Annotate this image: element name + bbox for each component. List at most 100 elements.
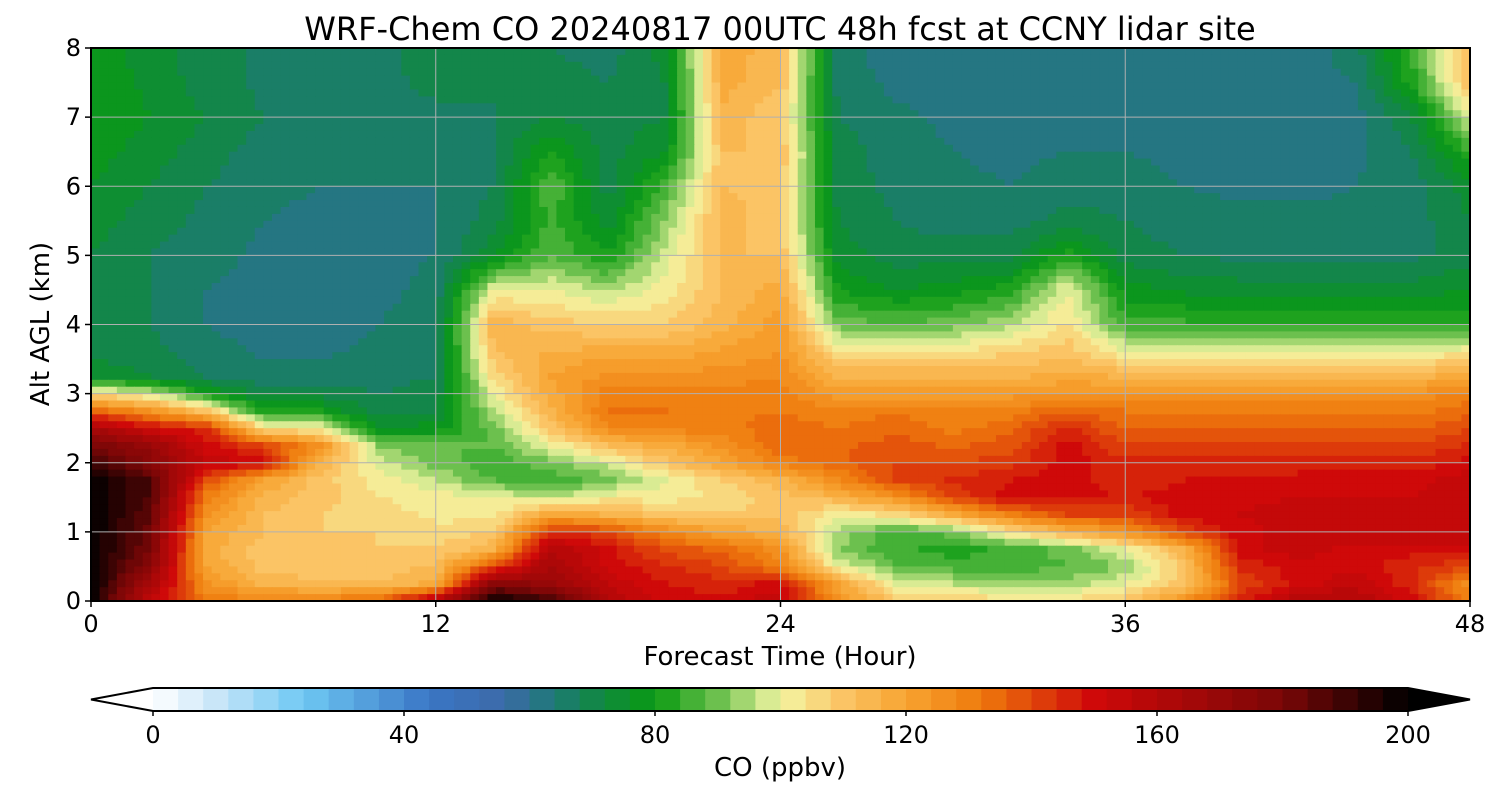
heatmap-cell (375, 255, 385, 263)
heatmap-cell (1064, 144, 1075, 153)
heatmap-cell (1039, 172, 1049, 180)
heatmap-cell (754, 227, 764, 236)
heatmap-cell (1237, 213, 1247, 222)
heatmap-cell (1142, 220, 1152, 229)
heatmap-cell (1349, 117, 1359, 125)
heatmap-cell (513, 255, 523, 263)
heatmap-cell (927, 234, 937, 243)
heatmap-cell (590, 48, 601, 56)
heatmap-cell (1392, 220, 1402, 229)
heatmap-cell (1021, 151, 1032, 160)
heatmap-cell (556, 200, 566, 208)
heatmap-cell (840, 82, 851, 91)
heatmap-cell (1073, 130, 1083, 139)
heatmap-cell (789, 241, 799, 250)
heatmap-cell (1116, 206, 1126, 215)
heatmap-cell (892, 248, 902, 256)
heatmap-cell (340, 110, 351, 118)
heatmap-cell (1168, 48, 1178, 56)
heatmap-cell (746, 48, 756, 56)
heatmap-cell (1168, 82, 1178, 91)
heatmap-cell (659, 227, 670, 236)
heatmap-cell (1452, 117, 1462, 125)
heatmap-cell (401, 200, 411, 208)
heatmap-cell (858, 89, 868, 97)
heatmap-cell (401, 220, 411, 229)
heatmap-cell (763, 48, 773, 56)
heatmap-cell (892, 48, 902, 56)
heatmap-cell (866, 96, 876, 104)
heatmap-cell (944, 130, 954, 139)
heatmap-cell (685, 200, 695, 208)
heatmap-cell (280, 110, 290, 118)
heatmap-cell (797, 186, 807, 194)
heatmap-cell (349, 82, 359, 91)
heatmap-cell (1064, 158, 1075, 167)
heatmap-cell (1418, 48, 1428, 56)
heatmap-cell (1435, 82, 1445, 91)
heatmap-cell (952, 186, 963, 194)
heatmap-cell (142, 213, 152, 222)
heatmap-cell (280, 89, 290, 97)
heatmap-cell (1082, 103, 1092, 111)
heatmap-cell (1366, 220, 1376, 229)
heatmap-cell (280, 227, 290, 236)
heatmap-cell (1176, 103, 1187, 111)
heatmap-cell (970, 82, 980, 91)
heatmap-cell (875, 241, 885, 250)
heatmap-cell (151, 165, 161, 174)
heatmap-cell (806, 144, 816, 153)
heatmap-cell (1340, 68, 1350, 77)
heatmap-cell (1073, 89, 1083, 97)
heatmap-cell (427, 241, 437, 250)
heatmap-cell (1323, 248, 1333, 256)
heatmap-cell (754, 248, 764, 256)
heatmap-cell (1064, 130, 1075, 139)
heatmap-cell (211, 68, 221, 77)
heatmap-cell (159, 124, 170, 132)
heatmap-cell (125, 75, 135, 84)
heatmap-cell (935, 193, 945, 201)
heatmap-cell (108, 172, 118, 180)
heatmap-cell (866, 248, 876, 256)
heatmap-cell (599, 96, 609, 104)
heatmap-cell (901, 61, 911, 70)
heatmap-cell (91, 68, 101, 77)
heatmap-cell (1099, 172, 1109, 180)
heatmap-cell (642, 220, 652, 229)
heatmap-cell (840, 54, 851, 63)
heatmap-cell (763, 234, 773, 243)
heatmap-cell (952, 220, 963, 229)
heatmap-cell (1013, 227, 1023, 236)
heatmap-cell (720, 241, 730, 250)
heatmap-cell (1194, 48, 1204, 56)
heatmap-cell (1340, 165, 1350, 174)
heatmap-cell (1444, 193, 1454, 201)
heatmap-cell (1297, 241, 1307, 250)
heatmap-cell (944, 158, 954, 167)
heatmap-cell (987, 82, 997, 91)
heatmap-cell (478, 151, 489, 160)
heatmap-cell (1375, 82, 1385, 91)
heatmap-cell (642, 248, 652, 256)
heatmap-cell (840, 200, 851, 208)
heatmap-cell (728, 144, 739, 153)
heatmap-cell (521, 234, 532, 243)
heatmap-cell (797, 158, 807, 167)
heatmap-cell (427, 213, 437, 222)
heatmap-cell (203, 213, 213, 222)
heatmap-cell (875, 193, 885, 201)
heatmap-cell (1375, 151, 1385, 160)
heatmap-cell (1142, 213, 1152, 222)
heatmap-cell (1030, 172, 1040, 180)
heatmap-cell (246, 110, 256, 118)
heatmap-cell (1461, 54, 1470, 63)
heatmap-cell (1401, 255, 1411, 263)
heatmap-cell (392, 193, 402, 201)
heatmap-cell (1383, 151, 1394, 160)
heatmap-cell (840, 158, 851, 167)
heatmap-cell (987, 89, 997, 97)
heatmap-cell (470, 206, 480, 215)
heatmap-cell (547, 61, 558, 70)
heatmap-cell (892, 213, 902, 222)
